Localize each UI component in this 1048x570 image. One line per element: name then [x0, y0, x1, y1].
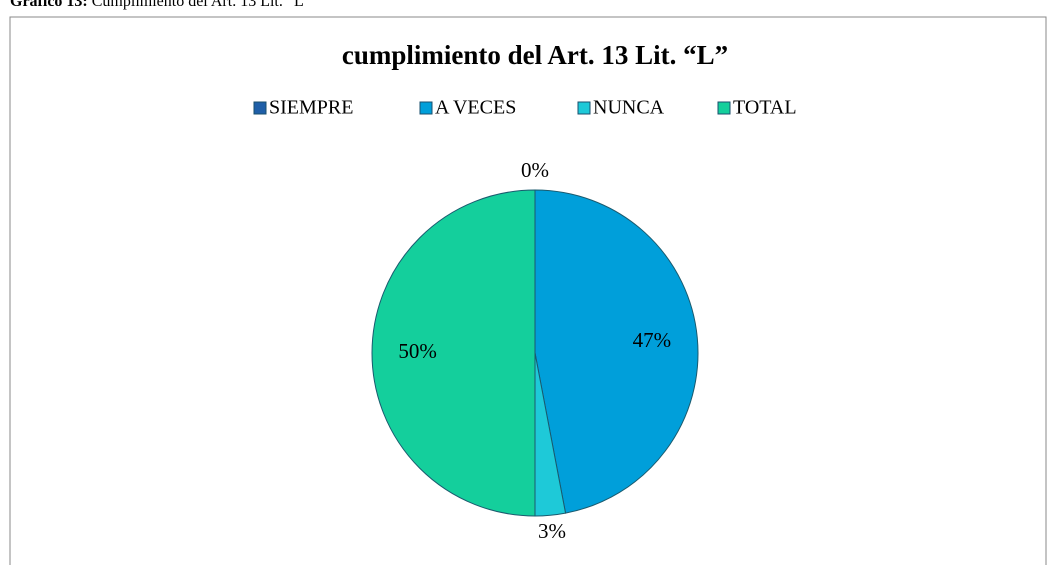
- legend-swatch: [577, 101, 591, 115]
- legend-label: TOTAL: [733, 97, 797, 119]
- legend-swatch: [419, 101, 433, 115]
- data-label: 47%: [633, 328, 672, 352]
- legend-label: SIEMPRE: [269, 97, 353, 119]
- chart-title: cumplimiento del Art. 13 Lit. “L”: [342, 40, 728, 70]
- pie-slice: [534, 189, 699, 514]
- caption: Gráfico 13: Cumplimiento del Art. 13 Lit…: [10, 0, 311, 10]
- chart-frame: [9, 16, 1047, 565]
- caption-text: Cumplimiento del Art. 13 Lit. “L”: [92, 0, 311, 10]
- legend-swatch: [253, 101, 267, 115]
- data-label: 3%: [538, 519, 566, 543]
- caption-label: Gráfico 13:: [10, 0, 88, 10]
- pie-slice: [371, 189, 536, 517]
- data-label: 0%: [521, 158, 549, 182]
- legend-label: A VECES: [435, 97, 516, 119]
- legend-swatch: [717, 101, 731, 115]
- legend-label: NUNCA: [593, 97, 665, 119]
- data-label: 50%: [398, 339, 437, 363]
